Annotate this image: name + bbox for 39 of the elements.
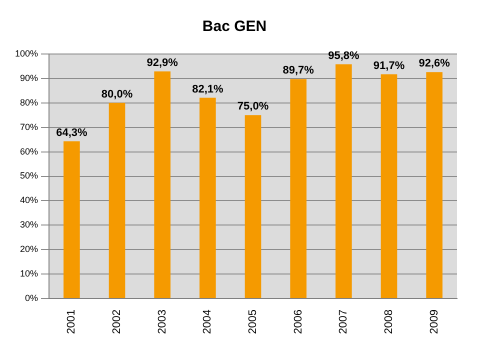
y-tick-label: 80%: [20, 97, 38, 108]
x-tick-label: 2005: [247, 310, 260, 334]
x-tick-label: 2001: [66, 310, 78, 334]
bar: [380, 74, 398, 298]
bar: [108, 102, 126, 298]
x-tick-label: 2002: [111, 310, 124, 334]
bar: [290, 79, 306, 298]
data-label: 92,6%: [418, 58, 450, 70]
y-tick-label: 40%: [20, 195, 38, 206]
data-label: 91,7%: [373, 60, 405, 72]
y-tick-label: 20%: [20, 244, 38, 254]
x-tick-label: 2008: [383, 310, 396, 334]
x-tick-label: 2003: [156, 310, 168, 334]
y-tick-label: 60%: [20, 146, 38, 156]
x-tick-label: 2007: [338, 310, 350, 334]
data-label: 64,3%: [56, 126, 88, 139]
data-label: 89,7%: [282, 64, 314, 77]
y-tick-label: 90%: [20, 72, 38, 83]
bar: [200, 98, 216, 298]
y-tick-label: 70%: [20, 122, 38, 132]
data-label: 82,1%: [192, 83, 224, 96]
bar: [336, 64, 352, 298]
data-label: 95,8%: [328, 50, 360, 62]
bar: [244, 115, 262, 298]
bar: [154, 71, 171, 298]
data-label: 75,0%: [237, 100, 269, 113]
y-tick-label: 10%: [20, 268, 38, 279]
data-label: 92,9%: [146, 56, 178, 69]
x-tick-label: 2009: [428, 310, 440, 334]
chart-title: Bac GEN: [202, 18, 267, 36]
x-tick-label: 2004: [202, 310, 214, 334]
data-label: 80,0%: [101, 88, 133, 100]
x-tick-label: 2006: [292, 310, 304, 334]
y-tick-label: 0%: [25, 293, 38, 304]
y-tick-label: 50%: [20, 170, 38, 181]
bar: [64, 141, 80, 298]
y-tick-label: 100%: [14, 48, 38, 58]
y-tick-label: 30%: [20, 220, 38, 230]
bar: [426, 72, 442, 298]
